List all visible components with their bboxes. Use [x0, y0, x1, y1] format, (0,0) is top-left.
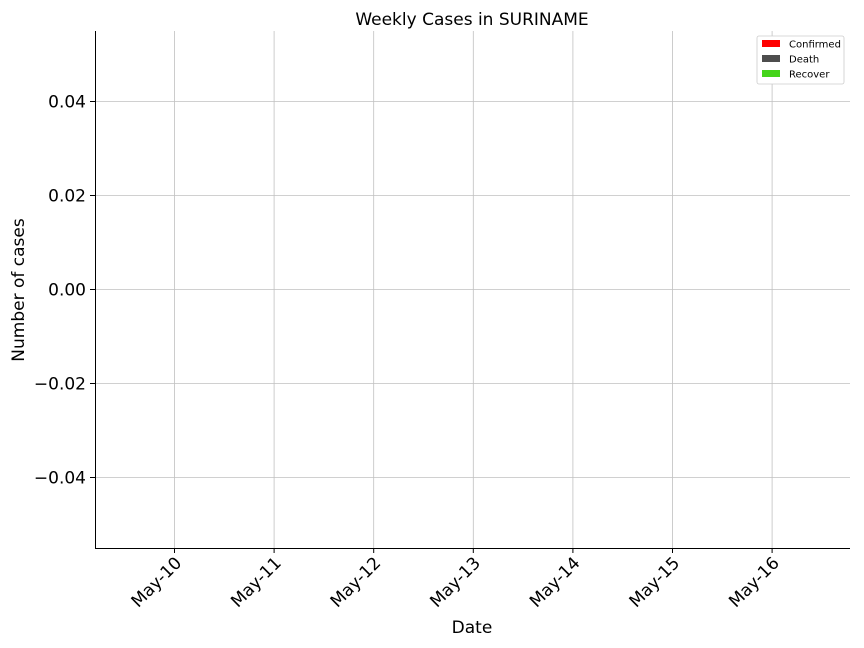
x-tick-label: May-10	[128, 553, 186, 611]
legend-entry: Confirmed	[789, 40, 841, 51]
x-tick-label: May-15	[626, 553, 684, 611]
x-tick-label: May-14	[526, 553, 584, 611]
x-tick-label: May-13	[426, 553, 484, 611]
legend: Confirmed Death Recover	[756, 35, 845, 85]
legend-entry: Death	[789, 55, 819, 66]
x-tick-label: May-16	[725, 553, 783, 611]
x-axis-label: Date	[452, 618, 493, 638]
y-tick-label: 0.04	[48, 93, 86, 113]
legend-entry: Recover	[789, 70, 830, 81]
y-tick-label: −0.04	[34, 469, 86, 489]
legend-swatch	[762, 70, 780, 77]
y-tick-label: −0.02	[34, 375, 86, 395]
legend-swatch	[762, 40, 780, 47]
legend-swatch	[762, 55, 780, 62]
y-axis-ticks: −0.04 −0.02 0.00 0.02 0.04	[34, 93, 95, 489]
chart-title: Weekly Cases in SURINAME	[355, 10, 588, 30]
y-axis-label: Number of cases	[9, 218, 29, 362]
x-axis-ticks: May-10 May-11 May-12 May-13 May-14 May-15 May-…	[128, 548, 784, 612]
x-tick-label: May-11	[227, 553, 285, 611]
y-tick-label: 0.00	[48, 281, 86, 301]
y-tick-label: 0.02	[48, 187, 86, 207]
grid-lines	[95, 31, 850, 548]
x-tick-label: May-12	[327, 553, 385, 611]
